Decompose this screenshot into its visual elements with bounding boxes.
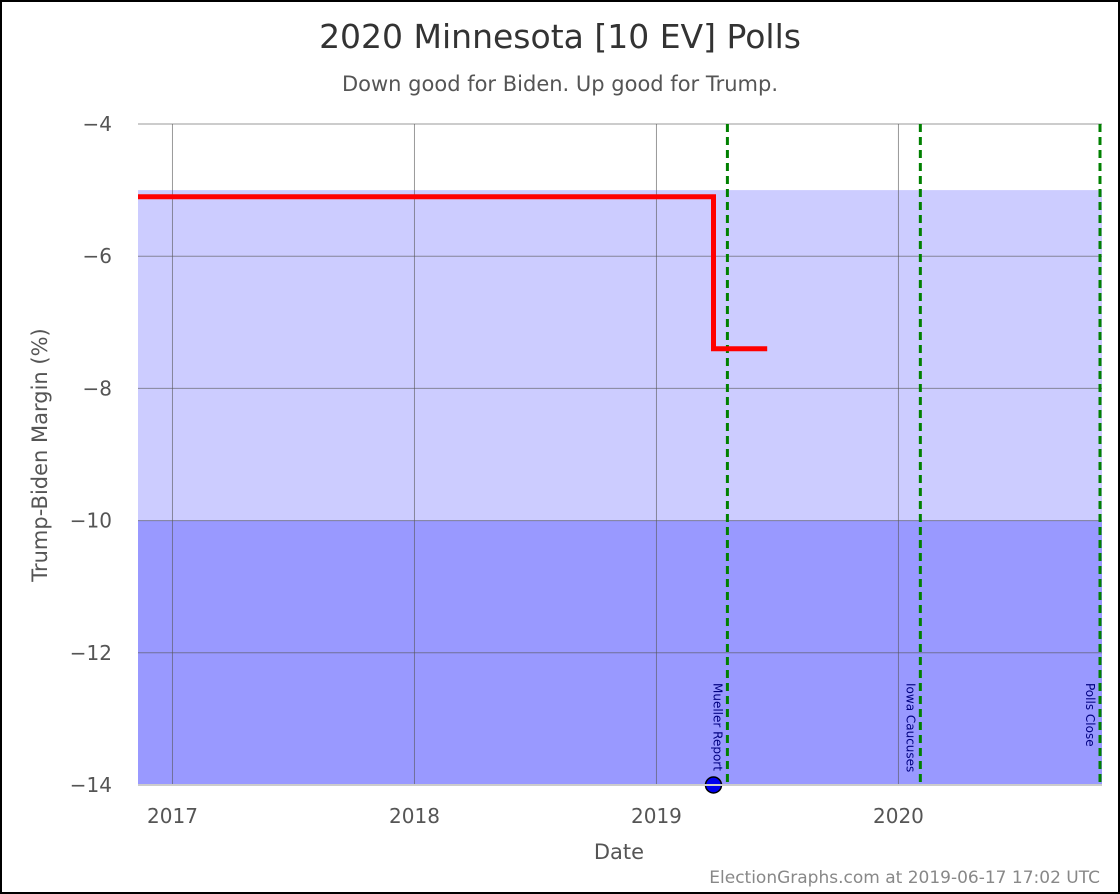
series-line-0	[138, 194, 768, 352]
x-axis-label: Date	[594, 840, 644, 864]
x-tick-label: 2017	[147, 804, 198, 828]
margin-bands	[138, 190, 1102, 785]
y-tick-label: −4	[83, 112, 112, 136]
event-label: Polls Close	[1083, 683, 1097, 747]
y-tick-labels: −4 −6 −8 −10 −12 −14	[70, 112, 112, 797]
y-tick-label: −10	[70, 509, 112, 533]
chart-title: 2020 Minnesota [10 EV] Polls	[319, 17, 801, 56]
x-tick-label: 2018	[389, 804, 440, 828]
series-group	[138, 194, 768, 352]
x-tick-label: 2019	[631, 804, 682, 828]
y-tick-label: −12	[70, 641, 112, 665]
margin-band-0	[138, 190, 1102, 521]
event-lines: Mueller Report Iowa Caucuses Polls Close	[710, 124, 1102, 785]
event-label: Mueller Report	[710, 683, 724, 771]
y-tick-label: −14	[70, 773, 112, 797]
chart-subtitle: Down good for Biden. Up good for Trump.	[342, 72, 778, 96]
y-tick-label: −8	[83, 376, 112, 400]
y-tick-label: −6	[83, 244, 112, 268]
event-label: Iowa Caucuses	[903, 683, 917, 772]
x-tick-label: 2020	[873, 804, 924, 828]
y-axis-label: Trump-Biden Margin (%)	[28, 328, 52, 583]
credit-text: ElectionGraphs.com at 2019-06-17 17:02 U…	[709, 868, 1100, 888]
x-tick-labels: 2017 2018 2019 2020	[147, 804, 924, 828]
